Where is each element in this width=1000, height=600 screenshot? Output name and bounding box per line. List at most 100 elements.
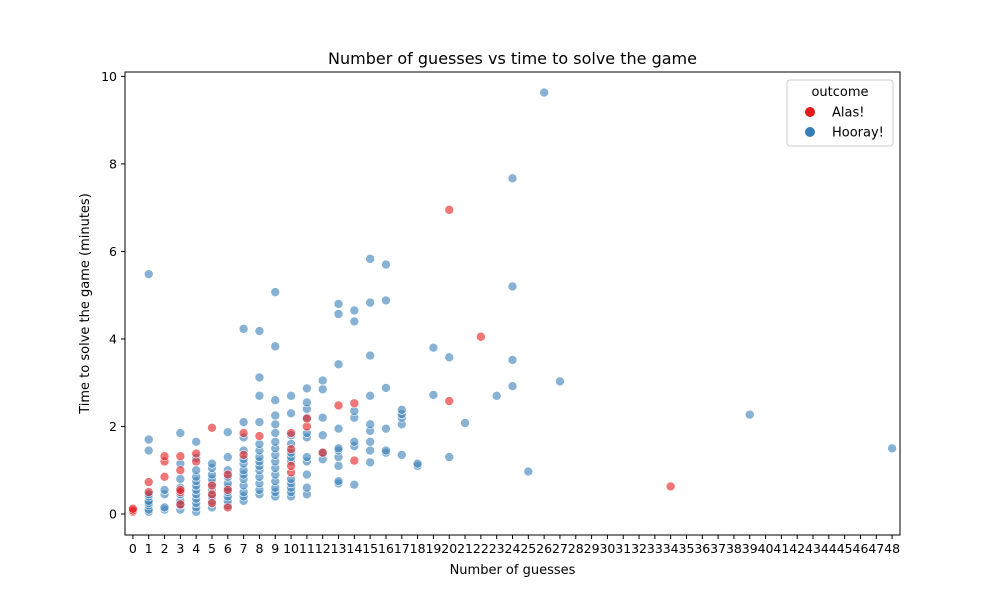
point-alas: [286, 461, 296, 471]
y-axis-label: Time to solve the game (minutes): [78, 193, 93, 415]
point-hooray: [365, 457, 375, 468]
x-tick-label: 32: [631, 541, 647, 556]
point-alas: [191, 448, 201, 459]
point-hooray: [270, 428, 281, 438]
point-hooray: [286, 408, 296, 419]
point-alas: [175, 485, 186, 495]
point-alas: [159, 451, 170, 462]
point-hooray: [428, 342, 439, 353]
x-tick-label: 41: [773, 541, 789, 556]
point-hooray: [349, 479, 360, 490]
point-hooray: [191, 465, 201, 476]
x-tick-label: 45: [837, 541, 853, 556]
point-alas: [238, 450, 249, 460]
point-alas: [207, 498, 217, 508]
x-tick-label: 3: [176, 541, 184, 556]
x-tick-label: 22: [473, 541, 489, 556]
x-tick-label: 16: [378, 541, 394, 556]
point-hooray: [238, 324, 249, 334]
x-tick-label: 28: [568, 541, 584, 556]
point-hooray: [207, 458, 217, 469]
point-hooray: [555, 376, 565, 387]
point-hooray: [381, 295, 391, 306]
legend-title: outcome: [811, 85, 868, 100]
x-tick-label: 15: [362, 541, 378, 556]
x-tick-label: 21: [457, 541, 473, 556]
point-alas: [128, 503, 138, 514]
x-tick-label: 13: [331, 541, 347, 556]
point-alas: [444, 205, 455, 215]
point-hooray: [270, 287, 281, 297]
point-hooray: [396, 450, 407, 460]
x-tick-label: 31: [615, 541, 631, 556]
point-alas: [207, 480, 217, 491]
x-tick-label: 2: [161, 541, 169, 556]
point-hooray: [428, 390, 439, 400]
point-hooray: [143, 269, 154, 279]
point-alas: [349, 455, 360, 466]
y-axis-ticks: 0 2 4 6 8 10: [101, 69, 125, 521]
point-hooray: [175, 474, 186, 484]
point-hooray: [317, 412, 328, 423]
x-tick-label: 46: [853, 541, 869, 556]
point-hooray: [887, 443, 897, 454]
point-hooray: [365, 297, 375, 308]
point-hooray: [317, 430, 328, 441]
x-tick-label: 26: [536, 541, 552, 556]
point-hooray: [254, 417, 265, 427]
point-alas: [333, 400, 344, 411]
point-hooray: [460, 418, 470, 428]
x-tick-label: 34: [663, 541, 679, 556]
point-alas: [223, 469, 233, 480]
point-hooray: [254, 326, 265, 336]
x-tick-label: 1: [145, 541, 153, 556]
y-tick-label: 8: [109, 156, 117, 171]
point-hooray: [333, 443, 344, 454]
x-tick-label: 25: [520, 541, 536, 556]
y-tick-label: 10: [101, 69, 117, 84]
x-tick-label: 35: [679, 541, 695, 556]
point-alas: [143, 487, 154, 497]
x-tick-label: 17: [394, 541, 410, 556]
x-tick-label: 11: [299, 541, 315, 556]
x-tick-label: 48: [884, 541, 900, 556]
point-hooray: [302, 482, 312, 493]
x-tick-label: 44: [821, 541, 837, 556]
point-hooray: [254, 391, 265, 401]
x-axis-label: Number of guesses: [450, 563, 576, 578]
x-tick-label: 36: [694, 541, 710, 556]
x-tick-label: 27: [552, 541, 568, 556]
legend-label-alas: Alas!: [832, 106, 864, 121]
point-hooray: [365, 350, 375, 361]
point-alas: [444, 396, 455, 406]
point-alas: [317, 447, 328, 458]
x-tick-label: 38: [726, 541, 742, 556]
point-alas: [175, 499, 186, 510]
x-tick-label: 8: [255, 541, 263, 556]
x-tick-label: 47: [868, 541, 884, 556]
point-hooray: [381, 383, 391, 393]
point-hooray: [143, 434, 154, 445]
x-tick-label: 30: [599, 541, 615, 556]
point-hooray: [254, 372, 265, 383]
point-hooray: [333, 423, 344, 434]
x-tick-label: 7: [240, 541, 248, 556]
point-hooray: [381, 259, 391, 270]
point-hooray: [744, 409, 755, 420]
x-tick-label: 9: [271, 541, 279, 556]
point-hooray: [365, 254, 375, 264]
point-hooray: [349, 316, 360, 327]
point-hooray: [270, 410, 281, 421]
point-hooray: [381, 423, 391, 434]
point-alas: [207, 489, 217, 500]
x-tick-label: 29: [584, 541, 600, 556]
point-alas: [175, 451, 186, 462]
point-hooray: [159, 485, 170, 495]
point-hooray: [223, 452, 233, 462]
point-hooray: [491, 391, 502, 401]
point-hooray: [507, 355, 518, 365]
point-hooray: [317, 375, 328, 386]
point-alas: [349, 398, 360, 409]
point-hooray: [365, 436, 375, 447]
